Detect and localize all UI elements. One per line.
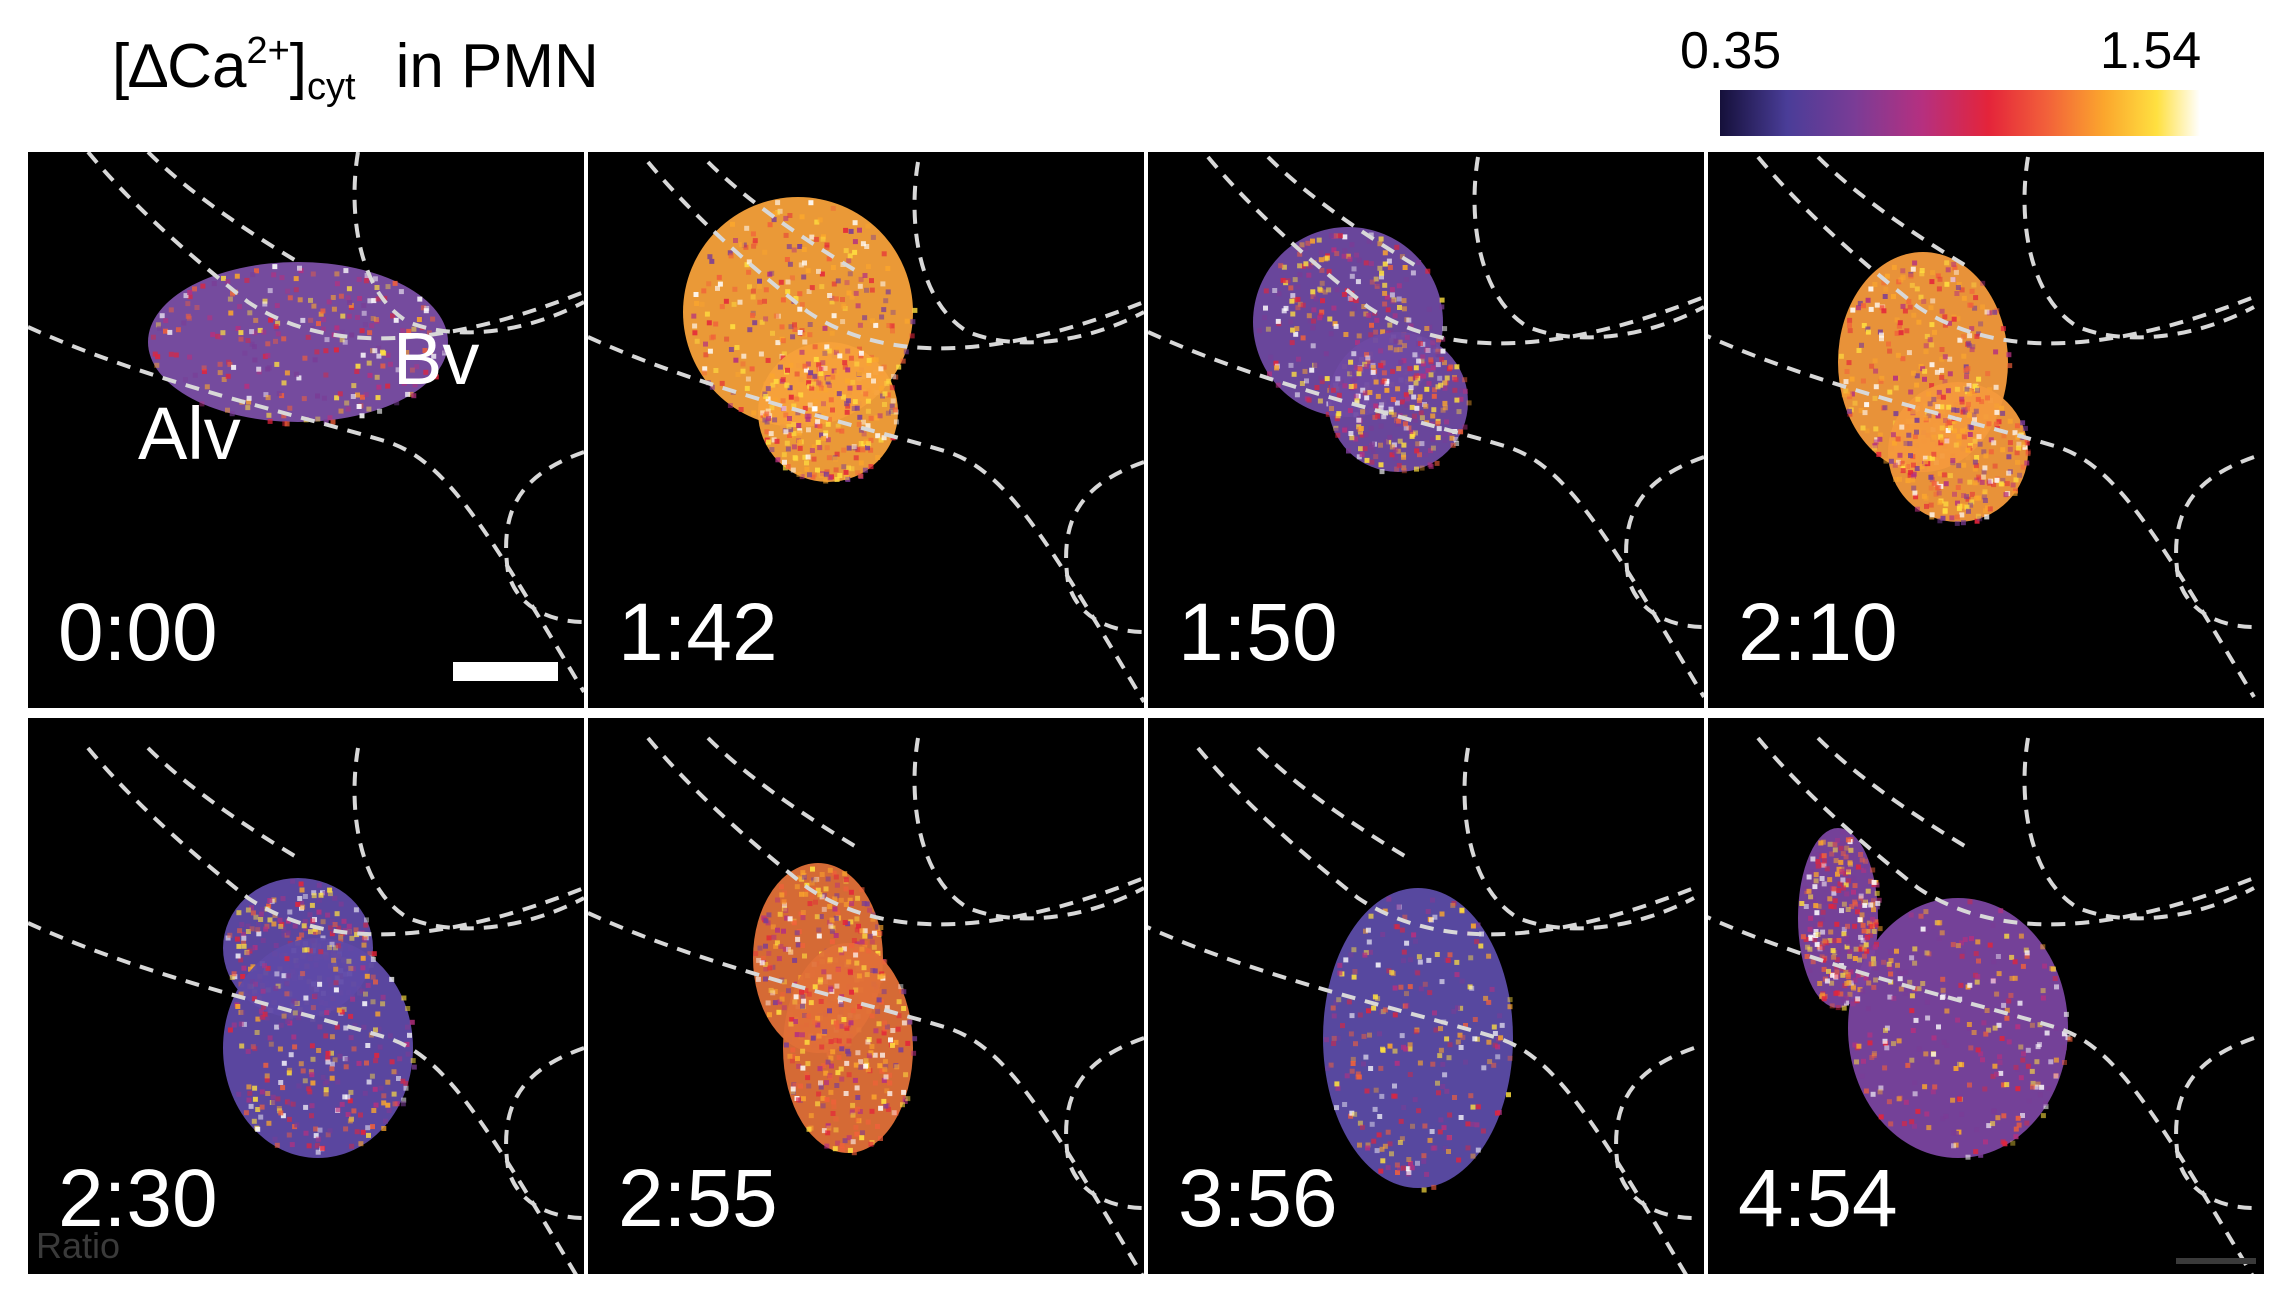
tissue-boundary-line [86,152,584,341]
tissue-boundary-line [28,325,584,694]
panel-image [1708,155,2256,699]
tissue-boundary-line [912,161,1144,345]
title-suffix: in PMN [395,32,599,101]
panel-image [28,152,584,694]
tissue-boundary-line [504,1046,584,1220]
colorbar-max-label: 1.54 [2100,22,2202,80]
tissue-boundary-line [2174,1036,2255,1210]
tissue-boundary-line [352,747,584,931]
title-charge: 2+ [246,30,290,72]
tissue-boundary-line [1206,155,1704,346]
panel-grid: 0:00 Alv Bv 1:42 1:50 2:10 2:30 Ratio 2:… [28,152,2264,1277]
title-delta: ∆ [129,32,168,101]
panel-image [1148,746,1695,1274]
blood-vessel-label: Bv [393,317,480,400]
tissue-boundary-line [1148,925,1688,1274]
panel-0210: 2:10 [1708,152,2264,708]
panel-image [588,736,1144,1274]
title-bracket-open: [ [112,32,130,101]
tissue-boundary-line [912,737,1144,921]
tissue-boundary-line [2022,156,2255,340]
tissue-boundary-line [1472,156,1704,340]
panel-image [1708,736,2255,1274]
panel-0000: 0:00 Alv Bv [28,152,584,708]
tissue-boundary-line [588,911,1144,1274]
timestamp: 0:00 [58,587,218,678]
tissue-boundary-line [146,746,300,860]
tissue-boundary-line [1462,747,1695,931]
tissue-boundary-line [146,152,300,264]
tissue-boundary-line [1256,746,1410,860]
timestamp: 2:10 [1738,587,1898,678]
timestamp: 1:50 [1178,587,1338,678]
tissue-boundary-line [1756,736,2255,927]
timestamp: 1:42 [618,587,778,678]
figure-title: [∆Ca2+]cyt in PMN [112,28,599,106]
timestamp: 4:54 [1738,1153,1898,1244]
timestamp: 2:55 [618,1153,778,1244]
timestamp: 2:30 [58,1153,218,1244]
tissue-boundary-line [86,746,584,937]
colorbar [1720,90,2200,136]
panel-0142: 1:42 [588,152,1144,708]
tissue-boundary-line [1196,746,1695,937]
tissue-boundary-line [646,736,1144,927]
title-ion: Ca [167,32,247,101]
tissue-boundary-line [1708,334,2256,699]
cell-body [1323,888,1513,1188]
tissue-boundary-line [2174,455,2255,629]
tissue-boundary-line [1624,455,1704,629]
tissue-boundary-line [1756,155,2255,346]
panel-0454: 4:54 [1708,718,2264,1274]
tissue-boundary-line [28,921,578,1274]
panel-0356: 3:56 [1148,718,1704,1274]
tissue-boundary-line [646,160,1144,351]
timestamp: 3:56 [1178,1153,1338,1244]
alveolus-label: Alv [138,392,241,475]
cell-body [783,943,913,1153]
tissue-boundary-line [504,450,584,624]
panel-image [588,160,1144,704]
panel-0230: 2:30 Ratio [28,718,584,1274]
title-subscript: cyt [307,66,356,108]
tissue-boundary-line [1708,915,2254,1274]
tissue-boundary-line [352,152,584,335]
tissue-boundary-line [1614,1046,1695,1220]
panel-0255: 2:55 [588,718,1144,1274]
panel-0150: 1:50 [1148,152,1704,708]
tissue-boundary-line [1816,155,1970,269]
tissue-boundary-line [1148,330,1704,699]
tissue-boundary-line [1064,460,1144,634]
tissue-boundary-line [706,736,860,850]
tissue-boundary-line [1064,1036,1144,1210]
panel-image [28,746,584,1274]
scale-bar [453,662,558,681]
tissue-boundary-line [588,335,1144,704]
title-bracket-close: ] [289,32,307,101]
corner-mark [2176,1258,2256,1264]
tissue-boundary-line [2022,737,2255,921]
colorbar-min-label: 0.35 [1680,22,1782,80]
panel-image [1148,155,1704,699]
ratio-label: Ratio [36,1225,121,1266]
